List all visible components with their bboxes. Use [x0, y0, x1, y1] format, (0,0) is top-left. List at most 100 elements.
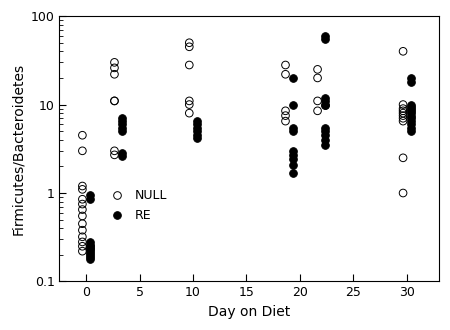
- Point: [86, 244, 94, 249]
- Point: [400, 113, 407, 118]
- Point: [111, 98, 118, 104]
- Point: [321, 33, 328, 38]
- Point: [407, 106, 414, 111]
- Point: [186, 44, 193, 50]
- Point: [321, 125, 328, 130]
- Point: [321, 98, 328, 104]
- Point: [79, 148, 86, 153]
- Point: [193, 121, 200, 127]
- Point: [289, 157, 297, 162]
- Point: [186, 98, 193, 104]
- Point: [282, 118, 289, 124]
- Point: [79, 187, 86, 192]
- Point: [118, 115, 126, 121]
- Point: [289, 162, 297, 167]
- Point: [86, 247, 94, 252]
- Point: [407, 79, 414, 84]
- Point: [407, 108, 414, 114]
- Point: [86, 248, 94, 254]
- Point: [86, 254, 94, 259]
- Point: [282, 108, 289, 114]
- Point: [400, 106, 407, 111]
- Point: [86, 250, 94, 256]
- Point: [111, 65, 118, 71]
- Point: [321, 102, 328, 107]
- Point: [79, 228, 86, 233]
- Point: [118, 151, 126, 156]
- Point: [118, 121, 126, 127]
- Point: [321, 142, 328, 148]
- Point: [193, 125, 200, 130]
- Point: [282, 62, 289, 68]
- Point: [79, 197, 86, 202]
- Point: [407, 115, 414, 121]
- Point: [86, 239, 94, 245]
- Point: [400, 118, 407, 124]
- Point: [321, 129, 328, 134]
- Point: [321, 102, 328, 107]
- Point: [79, 234, 86, 240]
- Point: [400, 111, 407, 116]
- Point: [186, 40, 193, 46]
- Point: [400, 108, 407, 114]
- Legend: NULL, RE: NULL, RE: [100, 184, 172, 227]
- Point: [111, 148, 118, 153]
- Point: [193, 133, 200, 138]
- Point: [321, 95, 328, 100]
- Point: [86, 256, 94, 262]
- Point: [289, 129, 297, 134]
- Point: [407, 125, 414, 130]
- Point: [193, 135, 200, 141]
- Point: [321, 133, 328, 138]
- Point: [86, 192, 94, 198]
- Point: [193, 118, 200, 124]
- Point: [407, 111, 414, 116]
- Point: [407, 129, 414, 134]
- Point: [186, 102, 193, 107]
- Point: [282, 72, 289, 77]
- Point: [193, 129, 200, 134]
- Point: [289, 170, 297, 175]
- Point: [79, 248, 86, 254]
- Point: [79, 244, 86, 249]
- Point: [86, 252, 94, 257]
- X-axis label: Day on Diet: Day on Diet: [208, 305, 290, 319]
- Y-axis label: Firmicutes/Bacteroidetes: Firmicutes/Bacteroidetes: [11, 63, 25, 235]
- Point: [118, 154, 126, 159]
- Point: [111, 72, 118, 77]
- Point: [186, 62, 193, 68]
- Point: [289, 152, 297, 157]
- Point: [407, 102, 414, 107]
- Point: [289, 75, 297, 81]
- Point: [400, 155, 407, 160]
- Point: [407, 75, 414, 81]
- Point: [79, 213, 86, 218]
- Point: [289, 125, 297, 130]
- Point: [79, 201, 86, 207]
- Point: [118, 125, 126, 130]
- Point: [111, 98, 118, 104]
- Point: [314, 75, 321, 81]
- Point: [314, 67, 321, 72]
- Point: [79, 207, 86, 212]
- Point: [79, 221, 86, 226]
- Point: [282, 113, 289, 118]
- Point: [400, 102, 407, 107]
- Point: [79, 239, 86, 245]
- Point: [79, 133, 86, 138]
- Point: [186, 111, 193, 116]
- Point: [321, 36, 328, 42]
- Point: [400, 49, 407, 54]
- Point: [407, 118, 414, 124]
- Point: [111, 152, 118, 157]
- Point: [86, 197, 94, 202]
- Point: [111, 60, 118, 65]
- Point: [118, 118, 126, 124]
- Point: [407, 113, 414, 118]
- Point: [118, 129, 126, 134]
- Point: [321, 137, 328, 143]
- Point: [86, 245, 94, 250]
- Point: [289, 102, 297, 107]
- Point: [79, 183, 86, 189]
- Point: [400, 115, 407, 121]
